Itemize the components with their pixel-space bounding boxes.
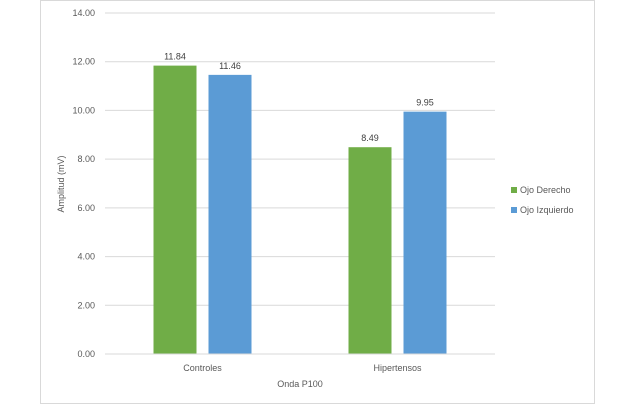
bar-ojo-derecho xyxy=(348,147,392,354)
y-tick-label: 2.00 xyxy=(77,300,95,310)
y-tick-label: 12.00 xyxy=(72,57,95,67)
y-tick-label: 4.00 xyxy=(77,252,95,262)
data-labels: 11.84 11.46 8.49 9.95 xyxy=(164,52,434,144)
bar-ojo-derecho xyxy=(153,65,197,355)
bar-ojo-izquierdo xyxy=(403,111,447,355)
x-axis-ticks: Controles Hipertensos xyxy=(183,363,422,373)
legend-swatch xyxy=(511,187,517,193)
bar-ojo-izquierdo xyxy=(208,74,252,355)
data-label: 11.46 xyxy=(219,61,241,71)
y-tick-label: 14.00 xyxy=(72,8,95,18)
y-axis-ticks: 0.00 2.00 4.00 6.00 8.00 10.00 12.00 14.00 xyxy=(72,8,95,359)
data-label: 9.95 xyxy=(416,98,434,108)
chart-frame xyxy=(40,0,595,404)
legend: Ojo Derecho Ojo Izquierdo xyxy=(511,185,574,215)
x-tick-label: Controles xyxy=(183,363,222,373)
legend-label: Ojo Izquierdo xyxy=(520,205,574,215)
x-tick-label: Hipertensos xyxy=(373,363,422,373)
data-label: 11.84 xyxy=(164,52,186,62)
y-tick-label: 0.00 xyxy=(77,349,95,359)
data-label: 8.49 xyxy=(361,133,379,143)
y-tick-label: 8.00 xyxy=(77,154,95,164)
y-axis-title: Amplitud (mV) xyxy=(56,155,66,212)
x-axis-title: Onda P100 xyxy=(277,379,323,389)
legend-label: Ojo Derecho xyxy=(520,185,571,195)
y-tick-label: 6.00 xyxy=(77,203,95,213)
y-tick-label: 10.00 xyxy=(72,105,95,115)
legend-swatch xyxy=(511,207,517,213)
bars xyxy=(153,65,447,355)
